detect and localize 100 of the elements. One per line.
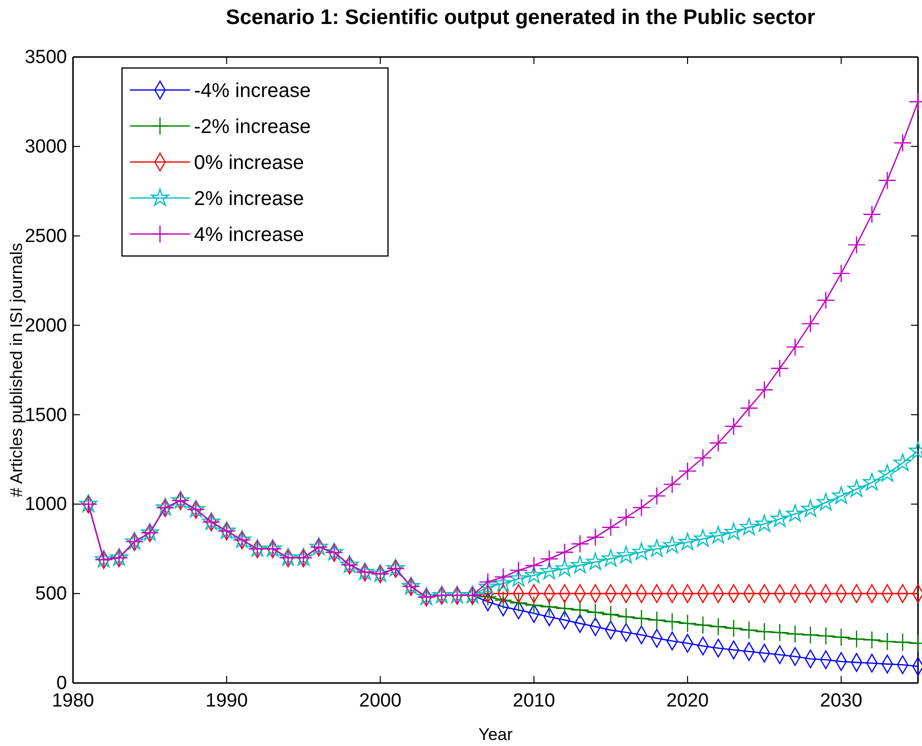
point (663, 475, 682, 494)
point (570, 556, 590, 574)
point (894, 453, 912, 471)
point (816, 291, 835, 310)
point (556, 559, 574, 577)
point (755, 514, 774, 532)
point (494, 591, 512, 610)
point (816, 492, 835, 510)
point (878, 171, 896, 190)
point (540, 550, 558, 568)
point (694, 529, 712, 547)
point (632, 498, 651, 517)
point (755, 622, 774, 641)
y-tick-label: 3000 (24, 136, 67, 158)
point (616, 546, 636, 564)
point (786, 338, 804, 356)
point (570, 600, 590, 620)
point (616, 608, 636, 626)
y-tick-label: 2000 (24, 315, 67, 336)
x-tick-label: 2010 (512, 690, 556, 712)
point (832, 486, 850, 504)
point (740, 398, 758, 418)
point (894, 633, 912, 652)
legend-label: -2% increase (194, 116, 311, 138)
point (616, 508, 636, 527)
point (847, 480, 866, 497)
x-tick-label: 1990 (205, 690, 248, 712)
point (770, 623, 789, 642)
point (816, 626, 835, 646)
point (678, 462, 697, 480)
point (602, 518, 620, 537)
point (740, 620, 758, 640)
point (862, 630, 882, 650)
point (602, 549, 620, 567)
legend-label: 4% increase (194, 224, 304, 246)
y-tick-label: 3500 (24, 47, 67, 68)
point (847, 630, 866, 648)
point (709, 618, 728, 636)
point (494, 574, 512, 592)
x-axis-title: Year (478, 725, 514, 744)
point (694, 448, 712, 467)
point (678, 614, 697, 633)
point (648, 610, 666, 630)
point (509, 569, 528, 587)
point (586, 528, 604, 546)
point (478, 572, 497, 592)
point (724, 522, 743, 540)
legend-label: 0% increase (194, 152, 304, 174)
x-tick-label: 2000 (359, 690, 402, 712)
point (632, 609, 651, 628)
point (632, 542, 651, 560)
point (755, 380, 774, 399)
y-tick-label: 1500 (24, 404, 67, 426)
point (524, 596, 544, 614)
point (648, 539, 666, 557)
point (786, 504, 804, 522)
point (524, 566, 544, 584)
point (770, 359, 789, 378)
point (847, 236, 866, 254)
point (478, 577, 497, 595)
x-tick-label: 2030 (820, 690, 862, 712)
y-tick-label: 1000 (24, 494, 67, 516)
point (509, 561, 528, 580)
point (786, 624, 804, 644)
y-tick-label: 500 (35, 584, 67, 605)
point (724, 417, 743, 436)
point (678, 532, 697, 550)
point (832, 264, 850, 283)
point (770, 509, 789, 527)
point (694, 616, 712, 634)
point (602, 605, 620, 624)
point (878, 464, 896, 482)
point (586, 552, 604, 570)
point (878, 632, 896, 651)
point (862, 205, 882, 224)
x-tick-label: 2020 (666, 690, 709, 712)
point (862, 472, 882, 490)
chart-title: Scenario 1: Scientific output generated in the Public sector (226, 6, 816, 29)
point (648, 486, 666, 506)
point (663, 536, 682, 554)
legend-label: -4% increase (194, 80, 311, 102)
legend-label: 2% increase (194, 188, 304, 210)
point (801, 314, 820, 333)
point (801, 626, 820, 644)
point (586, 603, 604, 622)
point (540, 598, 558, 616)
point (709, 526, 728, 544)
point (740, 518, 758, 536)
point (709, 434, 728, 452)
point (509, 594, 528, 612)
point (494, 568, 512, 586)
point (663, 612, 682, 631)
point (524, 556, 544, 575)
point (556, 543, 574, 562)
point (894, 134, 912, 152)
y-axis-title: # Articles published in ISI journals (7, 242, 26, 498)
point (801, 500, 820, 517)
point (724, 619, 743, 638)
point (556, 599, 574, 618)
point (540, 562, 558, 580)
